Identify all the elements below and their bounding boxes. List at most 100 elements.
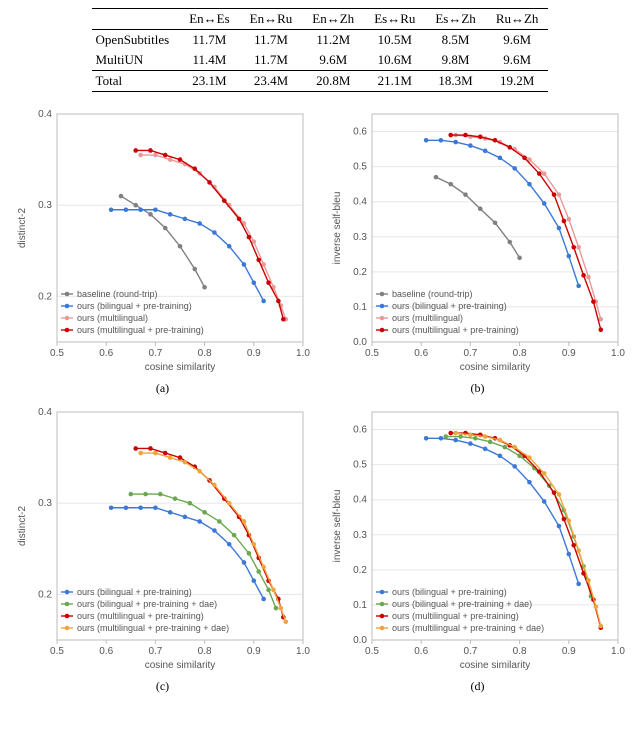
svg-text:distinct-2: distinct-2	[17, 208, 28, 248]
svg-text:ours (bilingual + pre-training: ours (bilingual + pre-training)	[392, 587, 507, 597]
col-header: En↔Ru	[240, 9, 303, 30]
svg-text:1.0: 1.0	[611, 348, 625, 359]
svg-text:ours (multilingual): ours (multilingual)	[77, 313, 148, 323]
svg-text:inverse self-bleu: inverse self-bleu	[332, 192, 343, 265]
svg-text:0.9: 0.9	[561, 348, 575, 359]
svg-text:0.5: 0.5	[353, 162, 367, 173]
svg-text:0.2: 0.2	[353, 267, 367, 278]
cell: 9.6M	[486, 30, 549, 51]
svg-text:1.0: 1.0	[296, 646, 310, 657]
svg-text:0.1: 0.1	[353, 302, 367, 313]
svg-text:ours (bilingual + pre-training: ours (bilingual + pre-training)	[77, 301, 192, 311]
svg-text:baseline (round-trip): baseline (round-trip)	[77, 289, 158, 299]
svg-text:0.8: 0.8	[512, 646, 526, 657]
svg-text:cosine similarity: cosine similarity	[144, 660, 215, 671]
svg-text:0.9: 0.9	[561, 646, 575, 657]
svg-text:0.7: 0.7	[148, 348, 162, 359]
svg-text:0.3: 0.3	[353, 530, 367, 541]
svg-text:0.9: 0.9	[246, 646, 260, 657]
svg-text:0.6: 0.6	[99, 646, 113, 657]
caption-a: (a)	[8, 381, 317, 396]
cell: 8.5M	[425, 30, 485, 51]
svg-text:0.7: 0.7	[148, 646, 162, 657]
row-label: Total	[92, 71, 180, 92]
svg-text:ours (bilingual + pre-training: ours (bilingual + pre-training + dae)	[77, 599, 217, 609]
svg-text:ours (multilingual + pre-train: ours (multilingual + pre-training)	[77, 325, 204, 335]
svg-text:0.5: 0.5	[353, 460, 367, 471]
chart-grid: 0.2 0.3 0.4 0.5 0.6 0.7 0.8 0.9 1.0 cosine simila…	[8, 104, 632, 694]
svg-text:0.3: 0.3	[38, 498, 52, 509]
svg-text:0.9: 0.9	[246, 348, 260, 359]
caption-c: (c)	[8, 679, 317, 694]
svg-text:0.6: 0.6	[414, 646, 428, 657]
col-header: En↔Zh	[302, 9, 364, 30]
svg-text:1.0: 1.0	[296, 348, 310, 359]
svg-text:0.0: 0.0	[353, 337, 367, 348]
svg-text:0.4: 0.4	[353, 197, 367, 208]
svg-text:0.5: 0.5	[365, 646, 379, 657]
col-header: Es↔Zh	[425, 9, 485, 30]
caption-d: (d)	[323, 679, 632, 694]
svg-text:0.3: 0.3	[38, 200, 52, 211]
cell: 23.4M	[240, 71, 303, 92]
svg-text:0.5: 0.5	[365, 348, 379, 359]
svg-text:0.5: 0.5	[50, 348, 64, 359]
svg-text:cosine similarity: cosine similarity	[459, 362, 530, 373]
table-row: MultiUN11.4M11.7M9.6M10.6M9.8M9.6M	[92, 50, 549, 71]
cell: 9.6M	[302, 50, 364, 71]
col-header: Ru↔Zh	[486, 9, 549, 30]
svg-text:0.7: 0.7	[463, 348, 477, 359]
svg-text:ours (bilingual + pre-training: ours (bilingual + pre-training)	[77, 587, 192, 597]
table-row: OpenSubtitles11.7M11.7M11.2M10.5M8.5M9.6…	[92, 30, 549, 51]
cell: 11.4M	[179, 50, 239, 71]
svg-text:ours (multilingual + pre-train: ours (multilingual + pre-training)	[392, 325, 519, 335]
svg-text:0.5: 0.5	[50, 646, 64, 657]
chart-d: 0.00.10.20.30.40.50.60.50.60.70.80.91.0c…	[323, 402, 632, 694]
data-table: En↔EsEn↔RuEn↔ZhEs↔RuEs↔ZhRu↔Zh OpenSubti…	[92, 8, 549, 92]
svg-text:ours (multilingual + pre-train: ours (multilingual + pre-training)	[77, 611, 204, 621]
table-row: Total23.1M23.4M20.8M21.1M18.3M19.2M	[92, 71, 549, 92]
cell: 11.7M	[179, 30, 239, 51]
svg-text:ours (multilingual + pre-train: ours (multilingual + pre-training + dae)	[392, 623, 544, 633]
svg-text:1.0: 1.0	[611, 646, 625, 657]
svg-text:0.6: 0.6	[414, 348, 428, 359]
chart-c: 0.2 0.3 0.4 0.5 0.6 0.7 0.8 0.9 1.0 cosine simila…	[8, 402, 317, 694]
svg-text:ours (multilingual + pre-train: ours (multilingual + pre-training)	[392, 611, 519, 621]
cell: 10.6M	[364, 50, 425, 71]
svg-text:ours (bilingual + pre-training: ours (bilingual + pre-training)	[392, 301, 507, 311]
svg-text:ours (multilingual + pre-train: ours (multilingual + pre-training + dae)	[77, 623, 229, 633]
svg-text:0.4: 0.4	[38, 109, 52, 120]
svg-text:0.8: 0.8	[197, 348, 211, 359]
cell: 20.8M	[302, 71, 364, 92]
svg-text:baseline (round-trip): baseline (round-trip)	[392, 289, 473, 299]
svg-text:0.8: 0.8	[197, 646, 211, 657]
caption-b: (b)	[323, 381, 632, 396]
svg-text:0.2: 0.2	[353, 565, 367, 576]
cell: 11.2M	[302, 30, 364, 51]
svg-text:0.6: 0.6	[99, 348, 113, 359]
svg-text:0.0: 0.0	[353, 635, 367, 646]
svg-text:0.4: 0.4	[38, 407, 52, 418]
svg-text:ours (multilingual): ours (multilingual)	[392, 313, 463, 323]
svg-text:0.8: 0.8	[512, 348, 526, 359]
cell: 10.5M	[364, 30, 425, 51]
svg-text:0.2: 0.2	[38, 589, 52, 600]
svg-text:0.7: 0.7	[463, 646, 477, 657]
cell: 9.8M	[425, 50, 485, 71]
chart-b: 0.00.10.20.30.40.50.60.50.60.70.80.91.0c…	[323, 104, 632, 396]
col-header	[92, 9, 180, 30]
cell: 23.1M	[179, 71, 239, 92]
svg-text:0.6: 0.6	[353, 425, 367, 436]
cell: 18.3M	[425, 71, 485, 92]
svg-text:cosine similarity: cosine similarity	[459, 660, 530, 671]
svg-text:cosine similarity: cosine similarity	[144, 362, 215, 373]
cell: 11.7M	[240, 50, 303, 71]
row-label: OpenSubtitles	[92, 30, 180, 51]
svg-text:0.6: 0.6	[353, 127, 367, 138]
svg-text:distinct-2: distinct-2	[17, 506, 28, 546]
cell: 19.2M	[486, 71, 549, 92]
svg-text:ours (bilingual + pre-training: ours (bilingual + pre-training + dae)	[392, 599, 532, 609]
svg-text:0.1: 0.1	[353, 600, 367, 611]
row-label: MultiUN	[92, 50, 180, 71]
chart-a: 0.20.30.40.50.60.70.80.91.0cosine simila…	[8, 104, 317, 396]
